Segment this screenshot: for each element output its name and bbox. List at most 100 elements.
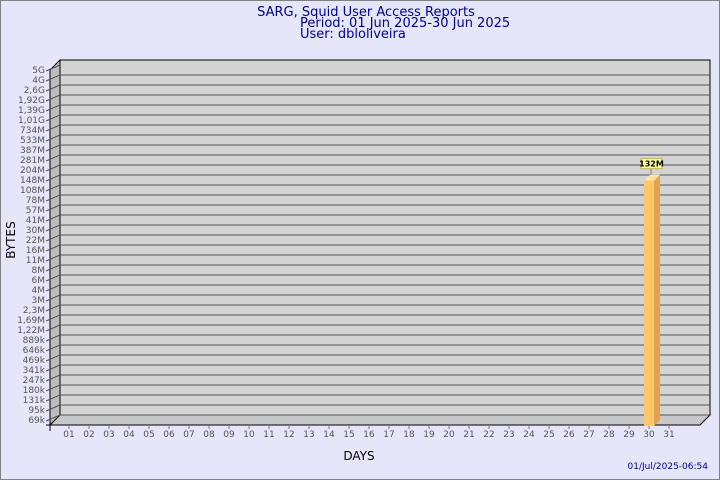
y-tick-label: 1,01G xyxy=(18,116,45,126)
bar-label-box xyxy=(640,158,663,170)
y-tick xyxy=(45,224,61,232)
y-tick-label: 22M xyxy=(26,236,45,246)
y-tick xyxy=(45,374,61,382)
y-tick xyxy=(45,144,61,152)
x-tick-label: 28 xyxy=(603,430,615,440)
y-tick-label: 11M xyxy=(26,256,45,266)
y-tick xyxy=(45,124,61,132)
x-tick-label: 10 xyxy=(243,430,255,440)
x-tick-label: 23 xyxy=(503,430,514,440)
bar-value-label: 132M xyxy=(639,160,664,169)
x-tick-label: 21 xyxy=(463,430,474,440)
y-tick-label: 3M xyxy=(32,296,46,306)
y-tick-label: 2,6G xyxy=(24,86,45,96)
left-wall xyxy=(49,58,61,427)
y-tick xyxy=(45,174,61,182)
y-tick-label: 646k xyxy=(23,346,46,356)
y-tick-label: 387M xyxy=(20,146,45,156)
y-tick xyxy=(45,394,61,402)
y-tick-label: 4M xyxy=(32,286,46,296)
y-tick xyxy=(45,334,61,342)
y-tick xyxy=(45,214,61,222)
y-tick xyxy=(45,314,61,322)
bar-side xyxy=(654,174,660,426)
y-tick-label: 1,92G xyxy=(18,96,45,106)
timestamp: 01/Jul/2025-06:54 xyxy=(628,462,709,472)
y-tick-label: 204M xyxy=(20,166,45,176)
y-tick-label: 1,69M xyxy=(17,316,45,326)
y-tick-label: 148M xyxy=(20,176,45,186)
x-tick-label: 25 xyxy=(543,430,554,440)
chart-user: User: dbloliveira xyxy=(300,27,406,42)
y-tick-label: 2,3M xyxy=(23,306,45,316)
x-tick-label: 07 xyxy=(183,430,194,440)
y-tick-label: 69k xyxy=(28,416,45,426)
y-tick xyxy=(45,84,61,92)
y-tick-label: 4G xyxy=(32,76,45,86)
x-tick-label: 26 xyxy=(563,430,575,440)
y-tick xyxy=(45,194,61,202)
y-tick xyxy=(45,204,61,212)
x-axis-label: DAYS xyxy=(343,449,374,463)
y-axis-label: BYTES xyxy=(4,221,18,258)
y-tick-label: 57M xyxy=(26,206,45,216)
x-tick-label: 15 xyxy=(343,430,354,440)
y-tick-label: 533M xyxy=(20,136,45,146)
chart-title: SARG, Squid User Access Reports xyxy=(257,5,475,20)
y-tick-label: 78M xyxy=(26,196,45,206)
x-tick-label: 16 xyxy=(363,430,375,440)
chart-period: Period: 01 Jun 2025-30 Jun 2025 xyxy=(300,16,510,31)
back-panel xyxy=(59,59,711,416)
x-tick-label: 09 xyxy=(223,430,235,440)
y-tick xyxy=(45,164,61,172)
x-tick-label: 18 xyxy=(403,430,415,440)
x-tick-label: 06 xyxy=(163,430,175,440)
y-tick-label: 281M xyxy=(20,156,45,166)
y-tick-label: 180k xyxy=(23,386,46,396)
y-tick-label: 1,39G xyxy=(18,106,45,116)
y-tick xyxy=(45,414,61,422)
y-tick-label: 131k xyxy=(23,396,46,406)
x-tick-label: 03 xyxy=(103,430,114,440)
x-tick-label: 19 xyxy=(423,430,435,440)
y-tick xyxy=(45,74,61,82)
x-tick-label: 12 xyxy=(283,430,294,440)
y-tick-label: 6M xyxy=(32,276,46,286)
x-tick-label: 20 xyxy=(443,430,455,440)
y-tick xyxy=(45,284,61,292)
y-tick-label: 889k xyxy=(23,336,46,346)
y-tick-label: 341k xyxy=(23,366,46,376)
y-tick xyxy=(45,234,61,242)
y-tick xyxy=(45,94,61,102)
y-tick xyxy=(45,184,61,192)
y-tick-label: 30M xyxy=(26,226,45,236)
y-tick xyxy=(45,354,61,362)
y-tick xyxy=(45,294,61,302)
y-tick xyxy=(45,254,61,262)
y-tick xyxy=(45,64,61,72)
bar xyxy=(644,180,654,426)
x-tick-label: 27 xyxy=(583,430,594,440)
y-tick xyxy=(45,244,61,252)
y-tick-label: 5G xyxy=(32,66,45,76)
x-tick-label: 08 xyxy=(203,430,215,440)
x-tick-label: 11 xyxy=(263,430,274,440)
y-tick xyxy=(45,304,61,312)
x-tick-label: 01 xyxy=(63,430,74,440)
y-tick-label: 41M xyxy=(26,216,45,226)
y-tick xyxy=(45,344,61,352)
x-tick-label: 14 xyxy=(323,430,335,440)
y-tick-label: 734M xyxy=(20,126,45,136)
x-tick-label: 22 xyxy=(483,430,494,440)
y-tick xyxy=(45,134,61,142)
x-tick-label: 30 xyxy=(643,430,655,440)
x-tick-label: 02 xyxy=(83,430,94,440)
y-tick xyxy=(45,364,61,372)
x-tick-label: 24 xyxy=(523,430,535,440)
y-tick xyxy=(45,404,61,412)
y-tick-label: 95k xyxy=(28,406,45,416)
y-tick xyxy=(45,264,61,272)
bar-top xyxy=(644,174,660,181)
y-tick-label: 469k xyxy=(23,356,46,366)
